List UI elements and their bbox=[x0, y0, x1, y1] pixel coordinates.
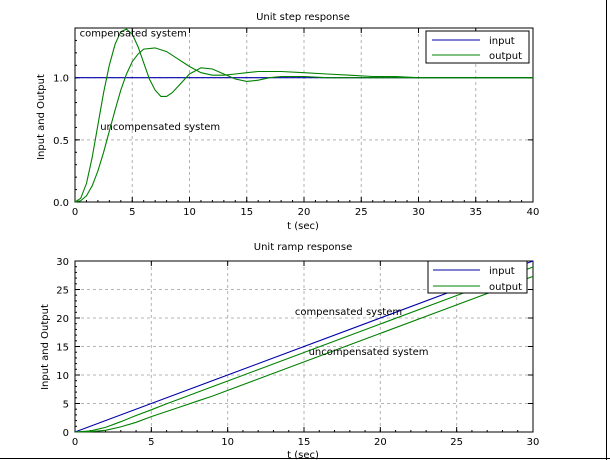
annotation-label: uncompensated system bbox=[309, 347, 429, 358]
x-tick-label: 35 bbox=[469, 207, 482, 218]
series-line bbox=[74, 266, 534, 433]
y-tick-label: 10 bbox=[56, 371, 69, 382]
x-tick-label: 5 bbox=[129, 207, 135, 218]
legend-label-output: output bbox=[489, 282, 522, 293]
y-tick-label: 20 bbox=[56, 314, 69, 325]
x-axis-label: t (sec) bbox=[287, 221, 319, 232]
x-tick-label: 0 bbox=[72, 207, 78, 218]
x-tick-label: 40 bbox=[527, 207, 540, 218]
ramp-response-chart: Unit ramp response Input and Output t (s… bbox=[40, 242, 539, 460]
y-tick-label: 0 bbox=[63, 428, 69, 439]
x-axis-label: t (sec) bbox=[287, 450, 319, 460]
y-axis-label: Input and Output bbox=[40, 304, 51, 390]
series-line bbox=[74, 28, 533, 203]
y-tick-label: 25 bbox=[56, 286, 69, 297]
y-axis-label: Input and Output bbox=[36, 74, 47, 160]
x-tick-label: 10 bbox=[221, 437, 234, 448]
x-tick-label: 10 bbox=[183, 207, 196, 218]
chart-title: Unit step response bbox=[256, 12, 350, 23]
plot-layer: 0 5 10 15 20 25 30 0 5 10 15 20 25 30 compensated syst… bbox=[56, 257, 539, 448]
legend-label-input: input bbox=[489, 36, 515, 47]
annotation-label: compensated system bbox=[295, 307, 402, 318]
annotation-label: uncompensated system bbox=[100, 122, 220, 133]
series-line bbox=[74, 47, 533, 203]
annotation-label: compensated system bbox=[80, 29, 187, 40]
x-tick-label: 20 bbox=[298, 207, 311, 218]
x-tick-label: 30 bbox=[412, 207, 425, 218]
y-tick-label: 30 bbox=[56, 257, 69, 268]
y-tick-label: 0.0 bbox=[53, 198, 69, 209]
plot-layer: 0 5 10 15 20 25 30 35 40 0.0 0.5 1.0 compensated sys… bbox=[53, 27, 540, 218]
x-tick-label: 5 bbox=[148, 437, 154, 448]
step-response-chart: Unit step response Input and Output t (s… bbox=[36, 12, 539, 232]
x-tick-label: 0 bbox=[72, 437, 78, 448]
figure-right-edge bbox=[606, 0, 607, 460]
legend: input output bbox=[427, 260, 528, 294]
x-tick-label: 30 bbox=[527, 437, 540, 448]
x-tick-label: 25 bbox=[355, 207, 368, 218]
legend: input output bbox=[425, 30, 530, 64]
figure-bottom-edge bbox=[0, 458, 610, 459]
y-tick-label: 15 bbox=[56, 343, 69, 354]
x-tick-label: 15 bbox=[240, 207, 253, 218]
y-tick-label: 0.5 bbox=[53, 136, 69, 147]
x-tick-label: 25 bbox=[450, 437, 463, 448]
y-tick-label: 1.0 bbox=[53, 74, 69, 85]
legend-box bbox=[425, 30, 530, 64]
x-tick-label: 15 bbox=[298, 437, 311, 448]
series-line bbox=[74, 275, 534, 433]
legend-label-output: output bbox=[489, 51, 522, 62]
legend-label-input: input bbox=[489, 266, 515, 277]
legend-box bbox=[427, 260, 528, 294]
chart-title: Unit ramp response bbox=[254, 242, 352, 253]
y-tick-label: 5 bbox=[63, 400, 69, 411]
x-tick-label: 20 bbox=[374, 437, 387, 448]
